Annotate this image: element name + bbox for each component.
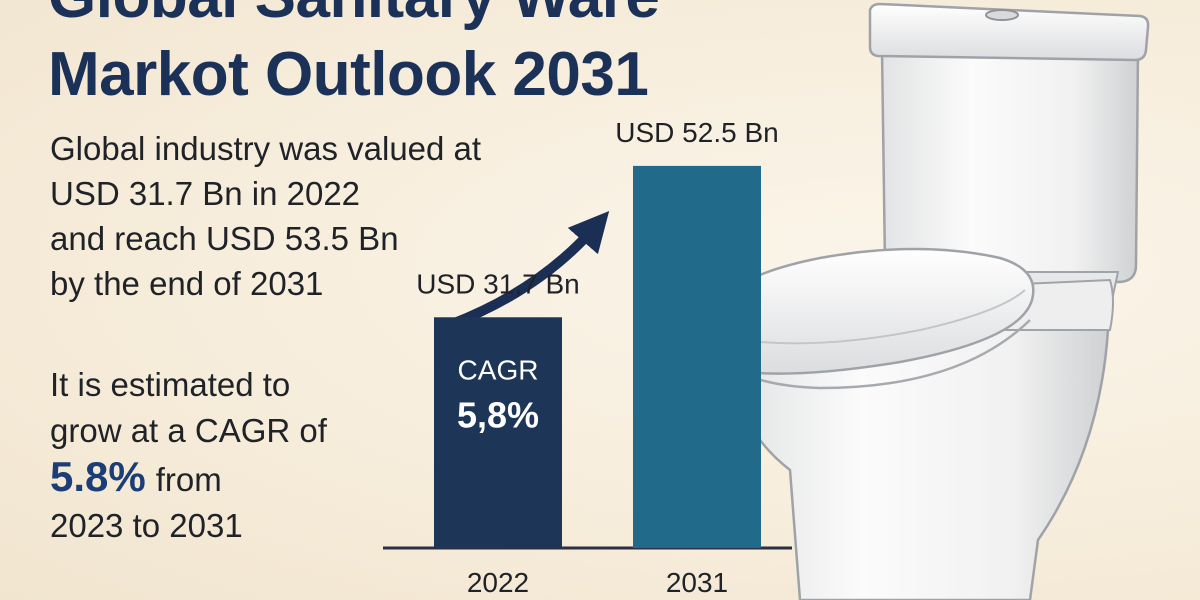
growth-arrow xyxy=(447,210,610,329)
title-line-2: Markot Outlook 2031 xyxy=(48,40,649,109)
growth-line-2: grow at a CAGR of xyxy=(50,412,327,449)
growth-line-4: 2023 to 2031 xyxy=(50,507,243,544)
title-line-1: Global Sanitary Ware xyxy=(48,0,660,36)
cagr-label: CAGR xyxy=(458,354,539,385)
cagr-percent: 5.8% xyxy=(50,453,146,500)
toilet-illustration xyxy=(708,2,1150,600)
data-label-2022: USD 31,7 Bn xyxy=(416,268,579,299)
growth-from-word: from xyxy=(155,461,222,498)
growth-line-3: 5.8% from xyxy=(50,454,327,503)
description-line-2: USD 31.7 Bn in 2022 xyxy=(50,175,361,212)
description-line-3: and reach USD 53.5 Bn xyxy=(50,220,399,257)
growth-statement: It is estimated to grow at a CAGR of 5.8… xyxy=(50,362,327,549)
page-title: Global Sanitary Ware Markot Outlook 2031 xyxy=(48,0,660,114)
x-tick-2022: 2022 xyxy=(467,567,529,598)
growth-line-1: It is estimated to xyxy=(50,366,291,403)
market-description: Global industry was valued at USD 31.7 B… xyxy=(50,126,481,306)
data-label-2031: USD 52.5 Bn xyxy=(615,117,778,148)
x-tick-2031: 2031 xyxy=(666,567,728,598)
bar-2022 xyxy=(434,317,562,548)
description-line-1: Global industry was valued at xyxy=(50,130,482,167)
description-line-4: by the end of 2031 xyxy=(50,265,324,302)
cagr-value: 5,8% xyxy=(457,394,539,435)
bar-2031 xyxy=(633,165,761,548)
